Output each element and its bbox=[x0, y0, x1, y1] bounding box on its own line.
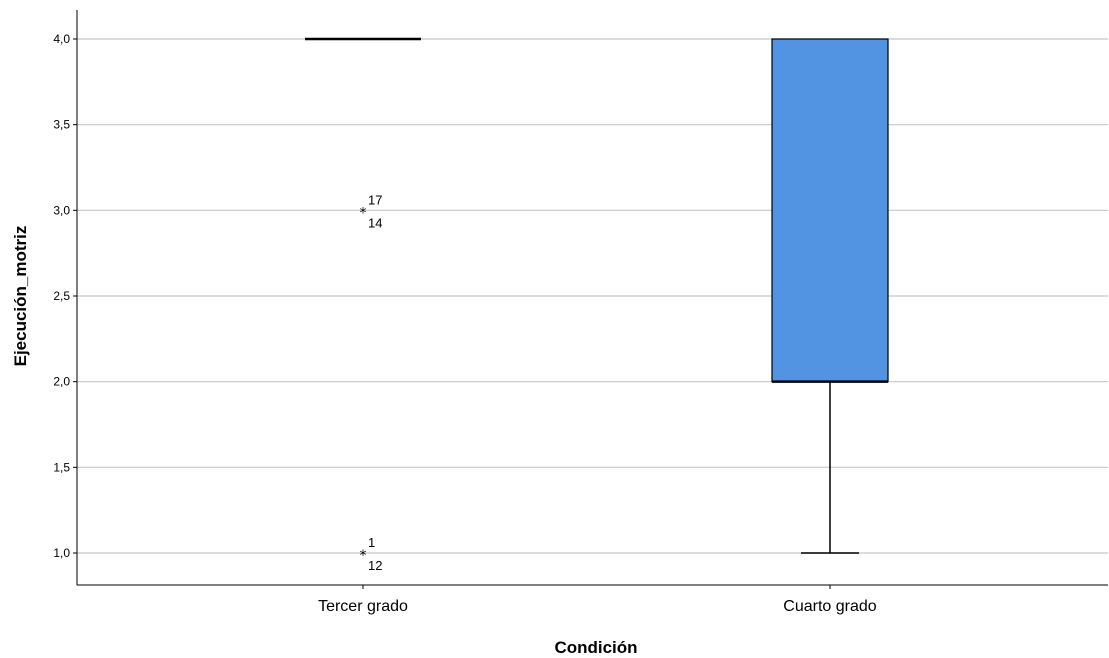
y-tick-labels: 1,0 1,5 2,0 2,5 3,0 3,5 4,0 bbox=[53, 32, 70, 560]
box bbox=[771, 38, 889, 383]
x-tick-label: Cuarto grado bbox=[783, 598, 876, 615]
y-tick-label: 2,0 bbox=[53, 375, 70, 389]
y-tick-label: 4,0 bbox=[53, 32, 70, 46]
y-tick-label: 3,5 bbox=[53, 118, 70, 132]
outlier-label: 17 bbox=[368, 192, 382, 207]
y-tick-label: 1,0 bbox=[53, 546, 70, 560]
y-axis-title: Ejecución_motriz bbox=[11, 226, 30, 367]
grid-lines bbox=[77, 38, 1108, 554]
outlier-marker: * bbox=[360, 548, 367, 564]
x-axis-title: Condición bbox=[554, 638, 637, 657]
outlier-label: 1 bbox=[368, 535, 375, 550]
x-tick-label: Tercer grado bbox=[318, 598, 408, 615]
y-tick-label: 3,0 bbox=[53, 203, 70, 217]
outlier-label: 14 bbox=[368, 215, 382, 230]
outlier-label: 12 bbox=[368, 558, 382, 573]
box-group bbox=[771, 38, 889, 554]
axes bbox=[73, 10, 1108, 589]
y-tick-label: 1,5 bbox=[53, 460, 70, 474]
y-tick-label: 2,5 bbox=[53, 289, 70, 303]
outlier-marker: * bbox=[360, 205, 367, 221]
x-tick-labels: Tercer grado Cuarto grado bbox=[318, 598, 877, 615]
